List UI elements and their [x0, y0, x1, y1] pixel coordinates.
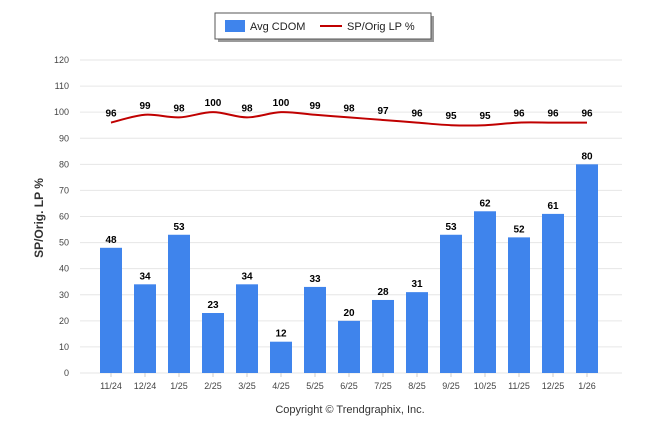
x-tick-label: 11/24	[100, 381, 122, 391]
x-axis-ticks: 11/24 12/24 1/25 2/25 3/25 4/25 5/25 6/25 7/25 8/…	[100, 373, 596, 391]
y-tick-label: 90	[59, 133, 69, 143]
line-series-sp-orig-lp: 96 99 98 100 98 100 99 98 97 96 95 95 96 96 96	[105, 98, 593, 127]
y-tick-label: 120	[54, 55, 69, 65]
line-path	[110, 111, 587, 127]
bar-value-label: 34	[241, 271, 253, 282]
y-tick-label: 0	[64, 368, 69, 378]
bar	[202, 313, 224, 373]
x-tick-label: 6/25	[340, 381, 358, 391]
bar	[168, 234, 190, 373]
x-tick-label: 8/25	[408, 381, 426, 391]
line-value-label: 98	[173, 103, 185, 114]
line-value-label: 100	[205, 98, 222, 109]
line-value-label: 98	[241, 103, 253, 114]
bar	[542, 213, 564, 373]
y-tick-label: 80	[59, 159, 69, 169]
line-value-label: 96	[411, 109, 423, 120]
bar	[100, 247, 122, 373]
line-value-label: 99	[139, 101, 151, 112]
bar-value-label: 62	[479, 198, 491, 209]
bar	[134, 284, 156, 373]
bar-value-label: 23	[207, 300, 219, 311]
legend-label-avg-cdom: Avg CDOM	[250, 21, 305, 33]
bar	[406, 292, 428, 373]
bar-value-label: 12	[275, 329, 287, 340]
legend-label-sp-orig-lp: SP/Orig LP %	[347, 21, 415, 33]
x-tick-label: 10/25	[474, 381, 497, 391]
x-tick-label: 4/25	[272, 381, 290, 391]
bar-value-label: 61	[547, 201, 559, 212]
x-tick-label: 2/25	[204, 381, 222, 391]
bar-value-label: 31	[411, 279, 423, 290]
bar-value-label: 33	[309, 274, 321, 285]
y-tick-label: 100	[54, 107, 69, 117]
bar	[576, 164, 598, 373]
x-tick-label: 1/25	[170, 381, 188, 391]
x-tick-label: 5/25	[306, 381, 324, 391]
x-tick-label: 12/25	[542, 381, 565, 391]
line-value-label: 95	[479, 111, 491, 122]
x-tick-label: 7/25	[374, 381, 392, 391]
line-value-label: 98	[343, 103, 355, 114]
bar	[236, 284, 258, 373]
y-axis-ticks: 0 10 20 30 40 50 60 70 80 90 100 110 120	[54, 55, 69, 378]
bar-series-avg-cdom: 48 34 53 23 34 12 33 20 28 31 53 62 52 61 80	[100, 151, 598, 373]
legend: Avg CDOM SP/Orig LP %	[214, 12, 434, 42]
bar	[440, 234, 462, 373]
bar-value-label: 53	[173, 222, 185, 233]
bar-value-label: 80	[581, 151, 593, 162]
line-value-label: 96	[547, 109, 559, 120]
y-axis-label: SP/Orig. LP %	[32, 178, 46, 258]
y-tick-label: 110	[55, 81, 69, 91]
y-tick-label: 60	[59, 212, 69, 222]
line-value-label: 95	[445, 111, 457, 122]
line-value-label: 96	[581, 109, 593, 120]
legend-swatch-avg-cdom	[225, 20, 245, 32]
x-tick-label: 3/25	[238, 381, 256, 391]
bar-value-label: 52	[513, 224, 525, 235]
bar	[304, 286, 326, 373]
bar-value-label: 48	[105, 235, 117, 246]
bar-value-label: 28	[377, 287, 389, 298]
bar	[474, 211, 496, 373]
line-value-label: 99	[309, 101, 321, 112]
y-tick-label: 40	[59, 264, 69, 274]
copyright-footer: Copyright © Trendgraphix, Inc.	[275, 404, 424, 416]
line-value-label: 96	[513, 109, 525, 120]
bar	[338, 320, 360, 373]
x-tick-label: 9/25	[442, 381, 460, 391]
line-value-label: 100	[273, 98, 290, 109]
y-tick-label: 10	[59, 342, 69, 352]
x-tick-label: 11/25	[508, 381, 530, 391]
bar-value-label: 34	[139, 271, 151, 282]
y-tick-label: 70	[59, 185, 69, 195]
bar-value-label: 20	[343, 308, 355, 319]
line-value-label: 97	[377, 106, 389, 117]
y-tick-label: 30	[59, 290, 69, 300]
line-value-label: 96	[105, 109, 117, 120]
x-tick-label: 1/26	[578, 381, 596, 391]
bar	[508, 237, 530, 373]
bar-value-label: 53	[445, 222, 457, 233]
y-tick-label: 50	[59, 238, 69, 248]
bar	[372, 299, 394, 373]
y-tick-label: 20	[59, 316, 69, 326]
bar	[270, 341, 292, 373]
x-tick-label: 12/24	[134, 381, 157, 391]
